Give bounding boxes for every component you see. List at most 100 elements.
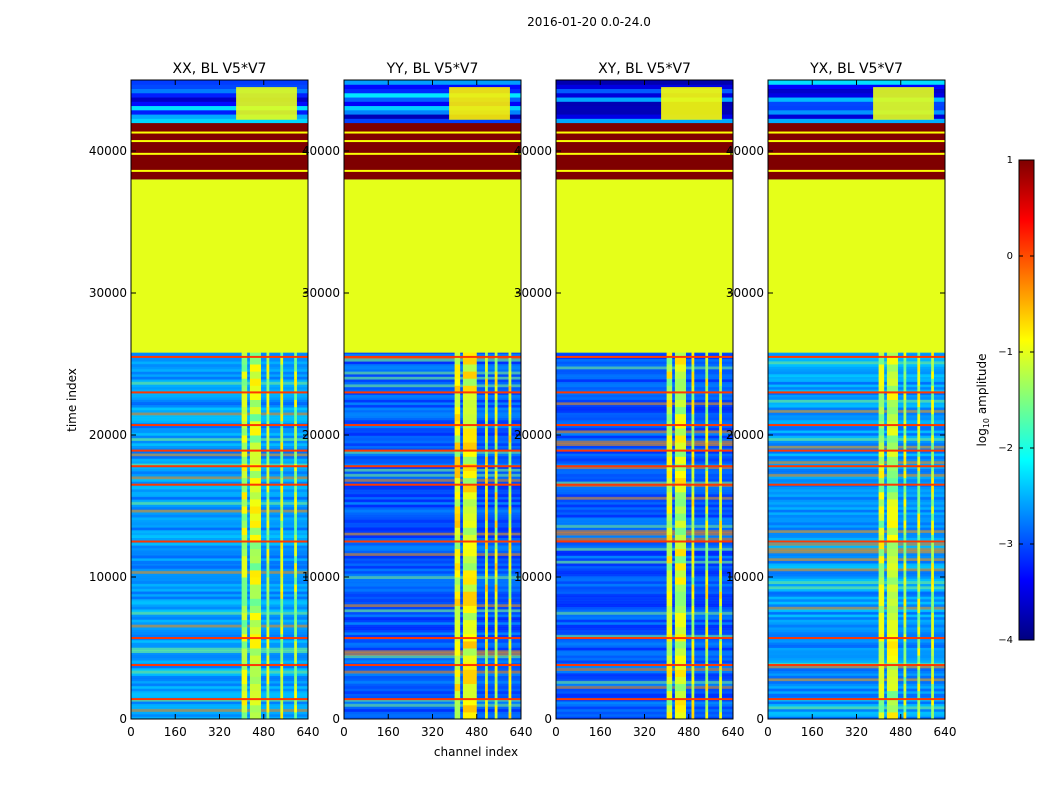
heatmap-row: [768, 491, 945, 495]
heatmap-row: [131, 688, 308, 692]
heatmap-row: [131, 616, 308, 620]
y-tick-label: 0: [119, 712, 127, 726]
rfi-band-segment: [485, 513, 488, 521]
heatmap-row: [556, 545, 733, 549]
rfi-band-segment: [294, 349, 297, 358]
rfi-band-segment: [886, 704, 898, 713]
rfi-band-segment: [508, 449, 512, 457]
rfi-band-segment: [917, 626, 921, 635]
rfi-band-segment: [266, 541, 270, 550]
rfi-band-segment: [931, 541, 934, 550]
rfi-band-segment: [917, 584, 921, 592]
heatmap-row: [131, 593, 308, 597]
rfi-band-segment: [903, 356, 907, 365]
heatmap-row: [768, 105, 945, 111]
rfi-band-segment: [280, 711, 284, 719]
rfi-band-segment: [931, 427, 934, 436]
rfi-band-segment: [266, 548, 270, 557]
rfi-band-segment: [494, 385, 498, 393]
heatmap-row: [131, 414, 308, 418]
heatmap-row: [768, 430, 945, 434]
rfi-band-segment: [719, 562, 722, 571]
rfi-band-segment: [454, 470, 461, 479]
heatmap-row: [344, 527, 521, 531]
rfi-band-segment: [454, 562, 461, 571]
rfi-band-segment: [674, 477, 686, 486]
rfi-band-segment: [249, 548, 261, 557]
rfi-band-segment: [241, 697, 248, 706]
heatmap-row: [131, 114, 308, 119]
rfi-band-segment: [917, 442, 921, 450]
rfi-band-segment: [917, 648, 921, 656]
rfi-band-segment: [917, 598, 921, 606]
heatmap-row: [344, 670, 521, 674]
rfi-band-segment: [674, 591, 686, 599]
heatmap-row: [768, 529, 945, 533]
rfi-band-segment: [917, 548, 921, 557]
heatmap-row: [131, 450, 308, 454]
rfi-band-segment: [508, 442, 512, 450]
heatmap-row: [768, 555, 945, 559]
heatmap-row: [556, 114, 733, 119]
x-tick-label: 160: [164, 725, 187, 739]
rfi-band-segment: [462, 399, 477, 408]
heatmap-row: [131, 624, 308, 628]
heatmap-row: [131, 381, 308, 385]
heatmap-row: [344, 550, 521, 554]
heatmap-row: [556, 376, 733, 380]
heatmap-row: [344, 468, 521, 472]
saturated-stripe: [768, 131, 945, 134]
heatmap-row: [768, 634, 945, 638]
rfi-band-segment: [249, 577, 261, 585]
rfi-band-segment: [719, 683, 722, 692]
rfi-band-segment: [666, 413, 673, 422]
rfi-band-segment: [241, 704, 248, 713]
rfi-band-segment: [462, 648, 477, 656]
rfi-band-segment: [280, 349, 284, 358]
rfi-band-segment: [903, 640, 907, 649]
rfi-band-segment: [705, 484, 709, 493]
heatmap-row: [768, 688, 945, 692]
rfi-band-segment: [917, 413, 921, 422]
rfi-band-segment: [494, 548, 498, 557]
heatmap-row: [131, 509, 308, 513]
heatmap-row: [344, 626, 521, 631]
rfi-band-segment: [294, 562, 297, 571]
rfi-band-segment: [494, 364, 498, 372]
rfi-band-segment: [266, 506, 270, 514]
rfi-band-segment: [266, 349, 270, 358]
rfi-band-segment: [719, 697, 722, 706]
rfi-band-segment: [674, 548, 686, 557]
heatmap-row: [556, 386, 733, 390]
rfi-band-segment: [508, 626, 512, 635]
rfi-band-segment: [886, 364, 898, 372]
rfi-band-segment: [462, 704, 477, 713]
rfi-band-segment: [266, 697, 270, 706]
rfi-band-segment: [878, 371, 885, 379]
rfi-band-segment: [674, 704, 686, 713]
rfi-band-segment: [691, 541, 695, 550]
heatmap-row: [556, 366, 733, 370]
rfi-band-segment: [691, 356, 695, 365]
x-tick-label: 0: [552, 725, 560, 739]
heatmap-row: [344, 427, 521, 431]
heatmap-row: [131, 481, 308, 485]
rfi-band-segment: [249, 413, 261, 422]
heatmap-row: [131, 491, 308, 495]
rfi-band-segment: [241, 612, 248, 621]
rfi-band-segment: [454, 356, 461, 365]
heatmap-row: [131, 547, 308, 551]
rfi-band-segment: [249, 378, 261, 386]
heatmap-row: [768, 460, 945, 464]
rfi-band-segment: [249, 498, 261, 507]
heatmap-row: [556, 361, 733, 365]
rfi-band-segment: [454, 626, 461, 635]
rfi-band-segment: [266, 683, 270, 692]
heatmap-row: [344, 404, 521, 408]
heatmap-row: [344, 376, 521, 380]
heatmap-row: [556, 570, 733, 574]
heatmap-row: [768, 358, 945, 362]
heatmap-row: [131, 476, 308, 480]
rfi-band-segment: [294, 690, 297, 699]
heatmap-row: [556, 639, 733, 643]
